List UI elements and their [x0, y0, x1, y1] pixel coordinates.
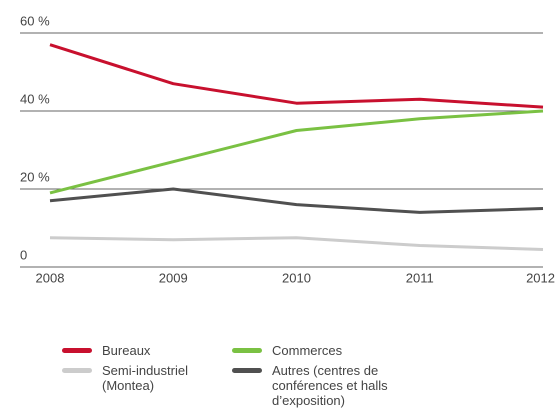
legend-item: Autres (centres de conférences et halls … — [232, 363, 452, 408]
y-tick-label: 60 % — [20, 13, 50, 28]
legend: Bureaux Commerces Semi-industriel (Montea)… — [0, 335, 555, 408]
x-tick-label: 2009 — [159, 270, 188, 285]
y-tick-label: 20 % — [20, 169, 50, 184]
y-tick-label: 0 — [20, 247, 27, 262]
legend-item: Commerces — [232, 343, 452, 358]
legend-swatch — [232, 368, 262, 373]
legend-swatch — [62, 348, 92, 353]
legend-label: Bureaux — [102, 343, 151, 358]
x-tick-label: 2011 — [406, 270, 434, 285]
y-tick-label: 40 % — [20, 91, 50, 106]
x-tick-label: 2012 — [526, 270, 555, 285]
legend-item: Semi-industriel (Montea) — [62, 363, 222, 393]
chart: 0 20 % 40 % 60 % 2008 2009 2010 2011 2012 — [20, 13, 555, 285]
x-tick-label: 2010 — [282, 270, 311, 285]
legend-label: Autres (centres de conférences et halls … — [272, 363, 388, 408]
line-series — [49, 109, 544, 195]
x-tick-label: 2008 — [36, 270, 65, 285]
line-series — [49, 187, 544, 214]
legend-label: Commerces — [272, 343, 343, 358]
legend-item: Bureaux — [62, 343, 222, 358]
line-series — [49, 236, 544, 251]
line-series — [49, 43, 544, 109]
legend-label: Semi-industriel (Montea) — [102, 363, 188, 393]
legend-swatch — [62, 368, 92, 373]
legend-swatch — [232, 348, 262, 353]
